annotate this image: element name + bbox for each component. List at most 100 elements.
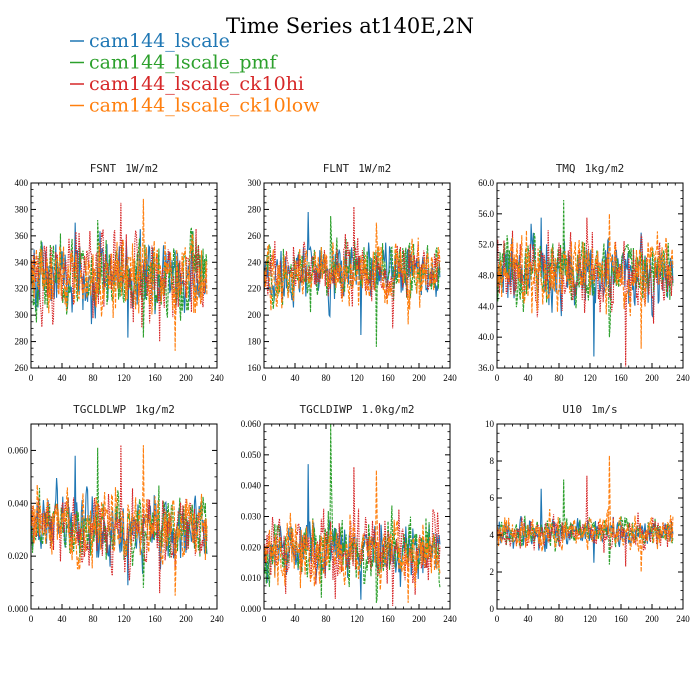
- y-tick-label: 44.0: [478, 301, 494, 311]
- legend-entry: cam144_lscale: [89, 30, 230, 52]
- y-tick-label: 280: [15, 337, 29, 347]
- series-line-cam144_lscale_ck10hi: [497, 475, 674, 567]
- x-tick-label: 160: [614, 373, 628, 383]
- y-tick-label: 0.060: [241, 419, 262, 429]
- x-tick-label: 40: [58, 614, 68, 624]
- y-tick-label: 280: [248, 204, 262, 214]
- x-tick-label: 80: [555, 373, 565, 383]
- panel-u10: U10 1m/s 0 40 80 120 160 200 240 0 2 4 6 8 10: [485, 403, 690, 624]
- panel-unit: 1W/m2: [125, 162, 158, 175]
- x-tick-label: 40: [58, 373, 68, 383]
- panel-unit: 1m/s: [591, 403, 618, 416]
- series-group: [497, 199, 674, 367]
- panel-title: TGCLDIWP 1.0kg/m2: [300, 403, 415, 416]
- y-tick-label: 36.0: [478, 363, 494, 373]
- x-tick-label: 160: [614, 614, 628, 624]
- y-tick-label: 0.020: [241, 542, 262, 552]
- series-line-cam144_lscale_ck10hi: [264, 206, 441, 329]
- panel-flnt: FLNT 1W/m2 0 40 80 120 160 200 240 160 180 200 220 24…: [248, 162, 458, 383]
- y-tick-label: 2: [490, 567, 495, 577]
- y-tick-label: 380: [15, 204, 29, 214]
- x-tick-label: 0: [495, 614, 500, 624]
- plot-frame: [263, 423, 451, 610]
- x-tick-label: 200: [412, 373, 426, 383]
- y-tick-label: 260: [248, 231, 262, 241]
- x-tick-label: 120: [117, 373, 131, 383]
- x-tick-label: 40: [291, 614, 301, 624]
- y-tick-label: 40.0: [478, 332, 494, 342]
- legend-entry: cam144_lscale_pmf: [89, 52, 279, 74]
- series-line-cam144_lscale_ck10low: [264, 222, 441, 325]
- series-group: [264, 424, 441, 606]
- plot-frame: [30, 423, 218, 610]
- panel-variable: U10: [562, 403, 582, 416]
- x-tick-label: 240: [676, 373, 690, 383]
- y-tick-label: 52.0: [478, 240, 494, 250]
- y-tick-label: 0.040: [241, 481, 262, 491]
- panel-title: TMQ 1kg/m2: [556, 162, 625, 175]
- x-tick-label: 200: [179, 373, 193, 383]
- panel-variable: FLNT: [323, 162, 350, 175]
- x-tick-label: 40: [291, 373, 301, 383]
- y-tick-label: 0.010: [241, 573, 262, 583]
- y-tick-label: 180: [248, 337, 262, 347]
- panel-variable: TMQ: [556, 162, 576, 175]
- x-tick-label: 80: [322, 614, 332, 624]
- series-group: [31, 445, 208, 596]
- x-tick-label: 240: [210, 614, 224, 624]
- figure-title: Time Series at140E,2N: [226, 14, 474, 38]
- y-tick-label: 400: [15, 178, 29, 188]
- x-tick-label: 160: [148, 614, 162, 624]
- y-tick-label: 320: [15, 284, 29, 294]
- x-tick-label: 0: [495, 373, 500, 383]
- y-tick-label: 0.000: [241, 604, 262, 614]
- y-tick-label: 8: [490, 456, 495, 466]
- panel-title: FSNT 1W/m2: [90, 162, 159, 175]
- y-tick-label: 360: [15, 231, 29, 241]
- series-line-cam144_lscale_ck10low: [31, 198, 208, 351]
- y-tick-label: 340: [15, 257, 29, 267]
- panel-variable: FSNT: [90, 162, 117, 175]
- legend-entry: cam144_lscale_ck10low: [89, 95, 320, 117]
- x-tick-label: 80: [89, 614, 99, 624]
- x-tick-label: 240: [676, 614, 690, 624]
- legend-entry: cam144_lscale_ck10hi: [89, 73, 304, 95]
- series-line-cam144_lscale_ck10hi: [497, 217, 674, 367]
- y-tick-label: 0: [490, 604, 495, 614]
- series-line-cam144_lscale_pmf: [31, 219, 208, 338]
- x-tick-label: 120: [350, 614, 364, 624]
- x-tick-label: 80: [89, 373, 99, 383]
- y-tick-label: 300: [15, 310, 29, 320]
- x-tick-label: 160: [381, 614, 395, 624]
- x-tick-label: 240: [443, 373, 457, 383]
- x-tick-label: 80: [555, 614, 565, 624]
- y-tick-label: 56.0: [478, 209, 494, 219]
- x-tick-label: 200: [645, 373, 659, 383]
- x-tick-label: 0: [262, 614, 267, 624]
- panel-fsnt: FSNT 1W/m2 0 40 80 120 160 200 240 260 280 300 320 34…: [15, 162, 225, 383]
- x-tick-label: 40: [524, 373, 534, 383]
- x-tick-label: 120: [583, 614, 597, 624]
- x-tick-label: 0: [29, 614, 34, 624]
- series-group: [31, 198, 208, 351]
- series-line-cam144_lscale_ck10hi: [264, 467, 441, 606]
- y-tick-label: 220: [248, 284, 262, 294]
- panels: FSNT 1W/m20 40 80 120 160 200 24026028030032034…: [8, 162, 691, 624]
- legend: cam144_lscalecam144_lscale_pmfcam144_lsc…: [70, 30, 320, 117]
- y-tick-label: 0.030: [241, 512, 262, 522]
- y-tick-label: 260: [15, 363, 29, 373]
- panel-unit: 1W/m2: [358, 162, 391, 175]
- series-line-cam144_lscale_ck10low: [264, 470, 441, 603]
- panel-title: FLNT 1W/m2: [323, 162, 392, 175]
- y-tick-label: 10: [485, 419, 495, 429]
- x-tick-label: 120: [350, 373, 364, 383]
- x-tick-label: 0: [262, 373, 267, 383]
- panel-title: TGCLDLWP 1kg/m2: [73, 403, 175, 416]
- series-line-cam144_lscale_ck10low: [497, 455, 674, 573]
- panel-tmq: TMQ 1kg/m2 0 40 80 120 160 200 240 36.0 40.0 44.0 48…: [478, 162, 690, 383]
- series-line-cam144_lscale_ck10hi: [31, 202, 208, 342]
- y-tick-label: 0.060: [8, 445, 29, 455]
- y-tick-label: 240: [248, 257, 262, 267]
- x-tick-label: 200: [179, 614, 193, 624]
